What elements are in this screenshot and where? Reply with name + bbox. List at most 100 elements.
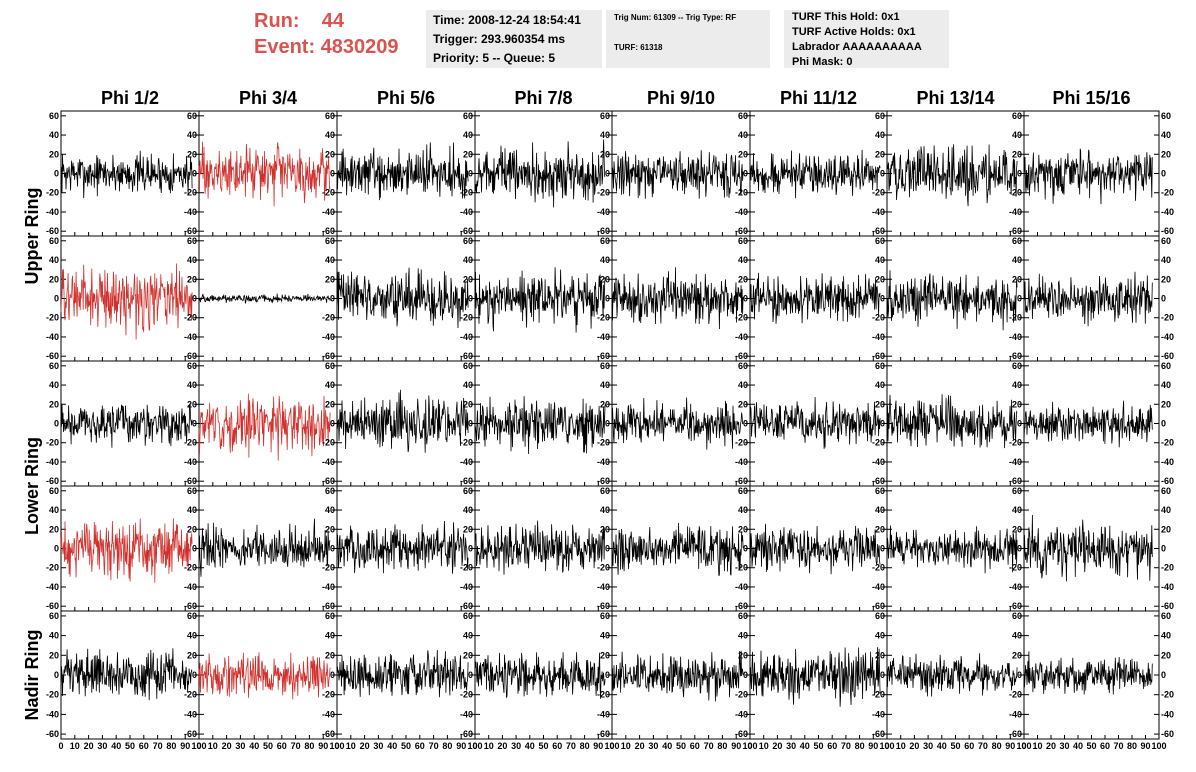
y-tick-label: 20 [325,274,335,284]
y-tick-label: -20 [184,690,197,700]
y-tick-label: 20 [875,274,885,284]
waveform-trace [1023,651,1153,695]
y-tick-label: 0 [468,419,473,429]
y-tick-label: 20 [738,274,748,284]
x-tick-label: 10 [1032,741,1042,751]
y-tick-label: -40 [1009,457,1022,467]
y-tick-label: -60 [1009,351,1022,361]
ring-label: Nadir Ring [22,629,42,720]
x-tick-label: 70 [566,741,576,751]
y-tick-label: 20 [49,149,59,159]
y-tick-label: 60 [600,486,610,496]
x-tick-label: 20 [360,741,370,751]
y-tick-label: 0 [1017,544,1022,554]
y-tick-label: 60 [1012,111,1022,121]
y-tick-label: -20 [1009,188,1022,198]
y-tick-label: 60 [1161,361,1171,371]
y-tick-label: 40 [325,130,335,140]
y-tick-label: -20 [597,438,610,448]
y-tick-label: -20 [597,313,610,323]
y-tick-label: -60 [322,351,335,361]
y-tick-label: 40 [1161,380,1171,390]
x-tick-label: 90 [593,741,603,751]
x-tick-label: 40 [111,741,121,751]
x-tick-label: 20 [909,741,919,751]
y-tick-label: 20 [49,399,59,409]
y-tick-label: -40 [322,582,335,592]
y-tick-label: -40 [322,709,335,719]
waveform-trace [336,267,469,329]
y-tick-label: 60 [738,611,748,621]
y-tick-label: -60 [872,226,885,236]
y-tick-label: 40 [49,505,59,515]
y-tick-label: -20 [1009,563,1022,573]
y-tick-label: 60 [600,236,610,246]
y-tick-label: 40 [875,380,885,390]
x-tick-label: 30 [923,741,933,751]
y-tick-label: -20 [735,438,748,448]
x-tick-label: 90 [1005,741,1015,751]
y-tick-label: -60 [184,601,197,611]
x-tick-label: 60 [827,741,837,751]
y-tick-label: 60 [1161,111,1171,121]
y-tick-label: 40 [1012,505,1022,515]
y-tick-label: 20 [187,524,197,534]
y-tick-label: -40 [184,709,197,719]
y-tick-label: 20 [875,524,885,534]
y-tick-label: 60 [463,236,473,246]
x-tick-label: 50 [401,741,411,751]
waveform-trace [611,397,744,450]
y-tick-label: -60 [1161,351,1174,361]
y-tick-label: -60 [322,226,335,236]
y-tick-label: 40 [49,130,59,140]
y-tick-label: -20 [322,690,335,700]
y-tick-label: 40 [600,255,610,265]
y-tick-label: 0 [468,294,473,304]
y-tick-label: -20 [597,188,610,198]
y-tick-label: 60 [463,611,473,621]
y-tick-label: -60 [597,476,610,486]
waveform-trace [474,267,606,333]
y-tick-label: -40 [735,207,748,217]
y-tick-label: 0 [880,294,885,304]
x-tick-label: 60 [277,741,287,751]
y-tick-label: 60 [49,361,59,371]
y-tick-label: 0 [605,169,610,179]
x-tick-label: 70 [429,741,439,751]
y-tick-label: -40 [597,457,610,467]
x-tick-label: 40 [662,741,672,751]
y-tick-label: -40 [322,207,335,217]
y-tick-label: 20 [49,524,59,534]
y-tick-label: -40 [597,207,610,217]
y-tick-label: -40 [1009,582,1022,592]
trigger-info-box: Trig Num: 61309 -- Trig Type: RF TURF: 6… [606,10,770,68]
y-tick-label: 20 [1161,650,1171,660]
y-tick-label: 60 [187,486,197,496]
x-tick-label: 10 [896,741,906,751]
y-tick-label: 40 [1161,505,1171,515]
y-tick-label: 20 [463,149,473,159]
x-tick-label: 0 [1021,741,1026,751]
x-tick-label: 50 [676,741,686,751]
y-tick-label: 60 [875,361,885,371]
y-tick-label: -60 [460,351,473,361]
y-tick-label: -20 [1161,690,1174,700]
y-tick-label: 0 [1017,169,1022,179]
y-tick-label: -40 [872,457,885,467]
y-tick-label: 20 [1012,524,1022,534]
waveform-trace [474,396,606,455]
y-tick-label: 40 [1161,255,1171,265]
waveform-trace [198,652,331,700]
y-tick-label: 0 [743,544,748,554]
y-tick-label: 40 [49,380,59,390]
x-tick-label: 90 [1140,741,1150,751]
y-tick-label: -20 [735,690,748,700]
y-tick-label: 0 [192,670,197,680]
y-tick-label: 40 [187,505,197,515]
y-tick-label: 0 [1017,670,1022,680]
phi-mask-text: Phi Mask: 0 [792,56,853,68]
x-tick-label: 60 [1100,741,1110,751]
x-tick-label: 70 [841,741,851,751]
y-tick-label: -40 [1161,709,1174,719]
y-tick-label: 40 [1012,255,1022,265]
